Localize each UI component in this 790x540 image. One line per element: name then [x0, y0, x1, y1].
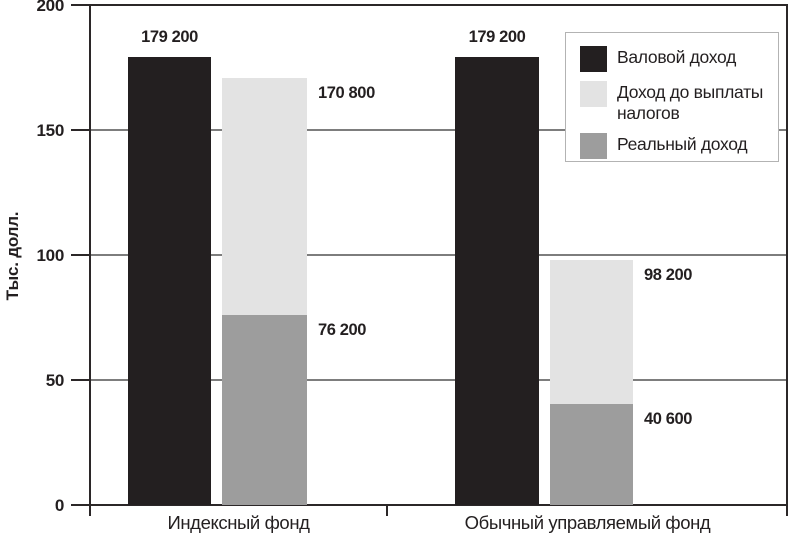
bar-gross-income: [128, 57, 211, 505]
legend-label-1: Доход до выплаты налогов: [617, 82, 764, 123]
y-axis-tick-50: [71, 379, 90, 381]
y-axis-line: [89, 4, 91, 516]
x-axis-line: [89, 504, 788, 506]
plot-border-right: [786, 4, 788, 516]
y-tick-label-50: 50: [45, 371, 65, 390]
y-tick-label-200: 200: [36, 0, 65, 15]
gridline-150: [90, 129, 788, 131]
y-axis-tick-150: [71, 129, 90, 131]
legend-label-2: Реальный доход: [617, 134, 748, 154]
bar-real-income: [222, 314, 307, 505]
legend-item-0: Валовой доход: [580, 46, 768, 72]
gridline-100: [90, 254, 788, 256]
value-label-real: 76 200: [318, 320, 367, 339]
value-label-gross: 179 200: [468, 28, 526, 46]
plot-border-top: [71, 4, 788, 6]
y-tick-label-150: 150: [36, 121, 65, 140]
y-tick-label-0: 0: [54, 496, 64, 515]
y-axis-tick-0: [71, 504, 90, 506]
legend-item-1: Доход до выплаты налогов: [580, 81, 768, 124]
legend-swatch-2: [580, 133, 607, 159]
value-label-pretax: 170 800: [318, 84, 375, 102]
bar-gross-income: [455, 57, 539, 505]
legend: Валовой доход Доход до выплаты налогов Реа…: [565, 32, 779, 162]
y-tick-label-100: 100: [36, 246, 65, 265]
value-label-pretax: 98 200: [644, 265, 693, 284]
bar-real-income: [550, 403, 633, 505]
legend-swatch-1: [580, 81, 607, 107]
value-label-real: 40 600: [644, 409, 693, 428]
y-axis-tick-100: [71, 254, 90, 256]
gridline-50: [90, 379, 788, 381]
x-axis-tick-separator: [386, 505, 388, 516]
legend-item-2: Реальный доход: [580, 133, 768, 159]
category-label-1: Обычный управляемый фонд: [464, 512, 711, 533]
legend-swatch-0: [580, 46, 607, 72]
legend-label-0: Валовой доход: [617, 47, 736, 67]
category-label-0: Индексный фонд: [167, 512, 310, 533]
value-label-gross: 179 200: [141, 28, 198, 46]
